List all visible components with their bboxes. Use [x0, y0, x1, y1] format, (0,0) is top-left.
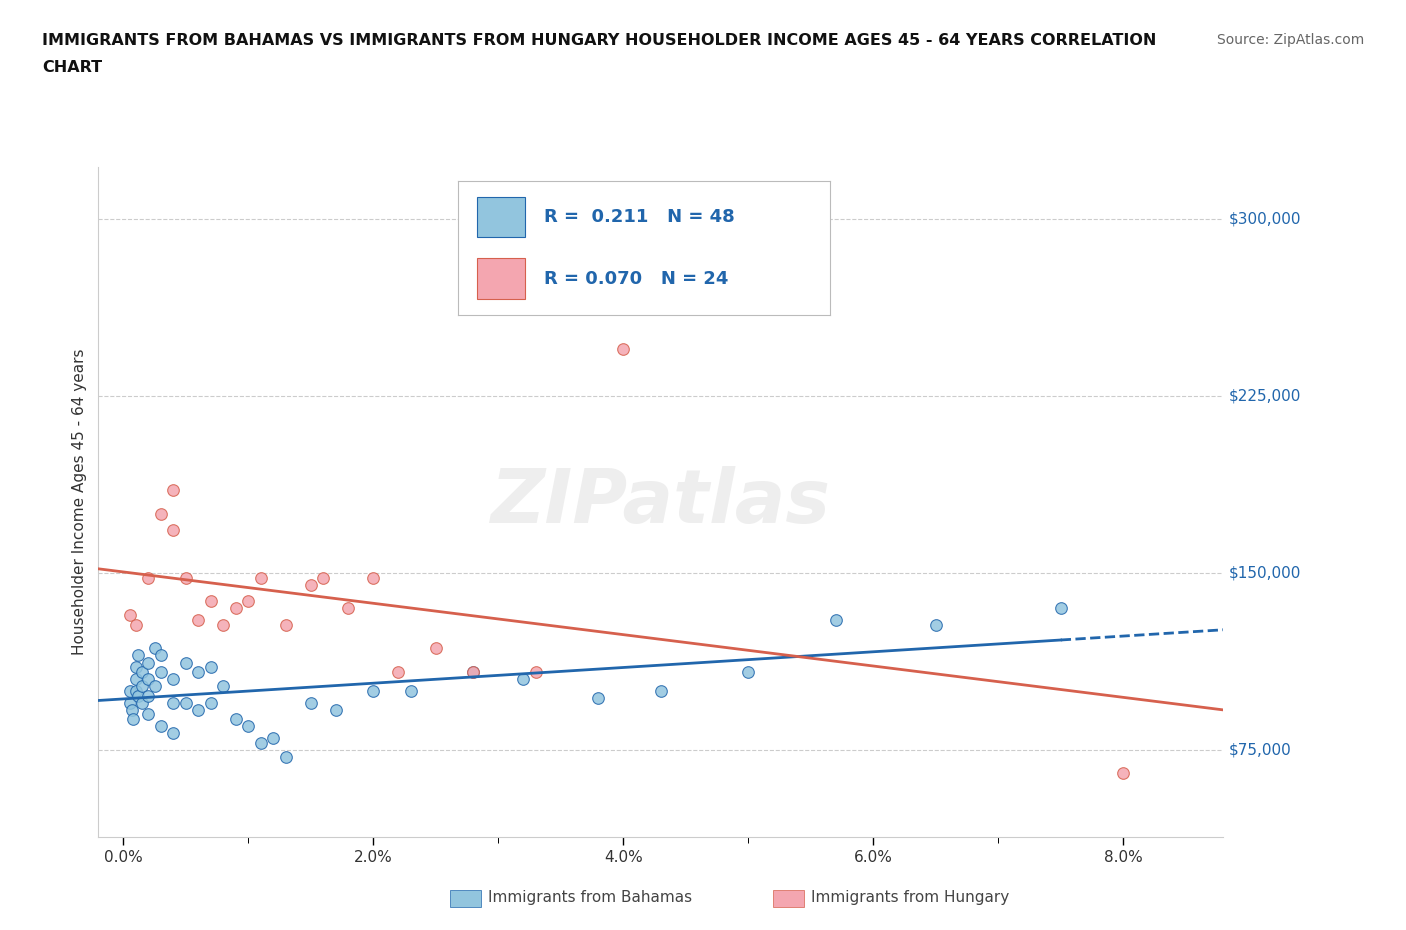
Text: Immigrants from Hungary: Immigrants from Hungary	[811, 890, 1010, 905]
Point	[125, 618, 148, 632]
Point	[399, 684, 422, 698]
Point	[162, 483, 184, 498]
Point	[174, 695, 197, 710]
Point	[363, 570, 385, 585]
Text: $300,000: $300,000	[1229, 212, 1302, 227]
Point	[149, 665, 172, 680]
Point	[238, 719, 260, 734]
Point	[131, 695, 153, 710]
Point	[162, 523, 184, 538]
Point	[212, 679, 235, 694]
Point	[149, 507, 172, 522]
Point	[463, 665, 485, 680]
Point	[425, 641, 447, 656]
Point	[125, 671, 148, 686]
Point	[238, 593, 260, 608]
Point	[200, 659, 222, 674]
Point	[122, 711, 145, 726]
Point	[118, 695, 141, 710]
Point	[127, 648, 149, 663]
Point	[162, 671, 184, 686]
Point	[274, 750, 297, 764]
Point	[131, 665, 153, 680]
Point	[187, 613, 209, 628]
Text: Immigrants from Bahamas: Immigrants from Bahamas	[488, 890, 692, 905]
Point	[127, 688, 149, 703]
Point	[187, 665, 209, 680]
Point	[118, 684, 141, 698]
Text: $225,000: $225,000	[1229, 389, 1301, 404]
Point	[612, 341, 634, 356]
Point	[337, 601, 360, 616]
Point	[162, 695, 184, 710]
Point	[588, 690, 610, 705]
Point	[312, 570, 335, 585]
Point	[200, 593, 222, 608]
Point	[143, 641, 166, 656]
Point	[138, 707, 160, 722]
Point	[131, 679, 153, 694]
Point	[1049, 601, 1071, 616]
Point	[125, 659, 148, 674]
Text: IMMIGRANTS FROM BAHAMAS VS IMMIGRANTS FROM HUNGARY HOUSEHOLDER INCOME AGES 45 - : IMMIGRANTS FROM BAHAMAS VS IMMIGRANTS FR…	[42, 33, 1157, 47]
Point	[125, 684, 148, 698]
Point	[212, 618, 235, 632]
Point	[118, 608, 141, 623]
Text: CHART: CHART	[42, 60, 103, 75]
Point	[250, 736, 273, 751]
Point	[187, 702, 209, 717]
Y-axis label: Householder Income Ages 45 - 64 years: Householder Income Ages 45 - 64 years	[72, 349, 87, 656]
Point	[225, 601, 247, 616]
Point	[149, 648, 172, 663]
Point	[650, 684, 672, 698]
Point	[737, 665, 759, 680]
Text: Source: ZipAtlas.com: Source: ZipAtlas.com	[1216, 33, 1364, 46]
Point	[299, 695, 322, 710]
Point	[138, 671, 160, 686]
Point	[299, 578, 322, 592]
Text: $150,000: $150,000	[1229, 565, 1301, 580]
Point	[174, 570, 197, 585]
Point	[138, 655, 160, 670]
Point	[149, 719, 172, 734]
Point	[225, 711, 247, 726]
Point	[200, 695, 222, 710]
Point	[174, 655, 197, 670]
Point	[524, 665, 547, 680]
Point	[363, 684, 385, 698]
Point	[387, 665, 409, 680]
Point	[512, 671, 534, 686]
Point	[1112, 766, 1135, 781]
Point	[463, 665, 485, 680]
Text: $75,000: $75,000	[1229, 742, 1292, 757]
Point	[138, 688, 160, 703]
Point	[121, 702, 143, 717]
Point	[274, 618, 297, 632]
Point	[143, 679, 166, 694]
Point	[925, 618, 948, 632]
Point	[250, 570, 273, 585]
Point	[162, 725, 184, 740]
Point	[325, 702, 347, 717]
Text: ZIPatlas: ZIPatlas	[491, 466, 831, 538]
Point	[824, 613, 846, 628]
Point	[138, 570, 160, 585]
Point	[262, 731, 284, 746]
